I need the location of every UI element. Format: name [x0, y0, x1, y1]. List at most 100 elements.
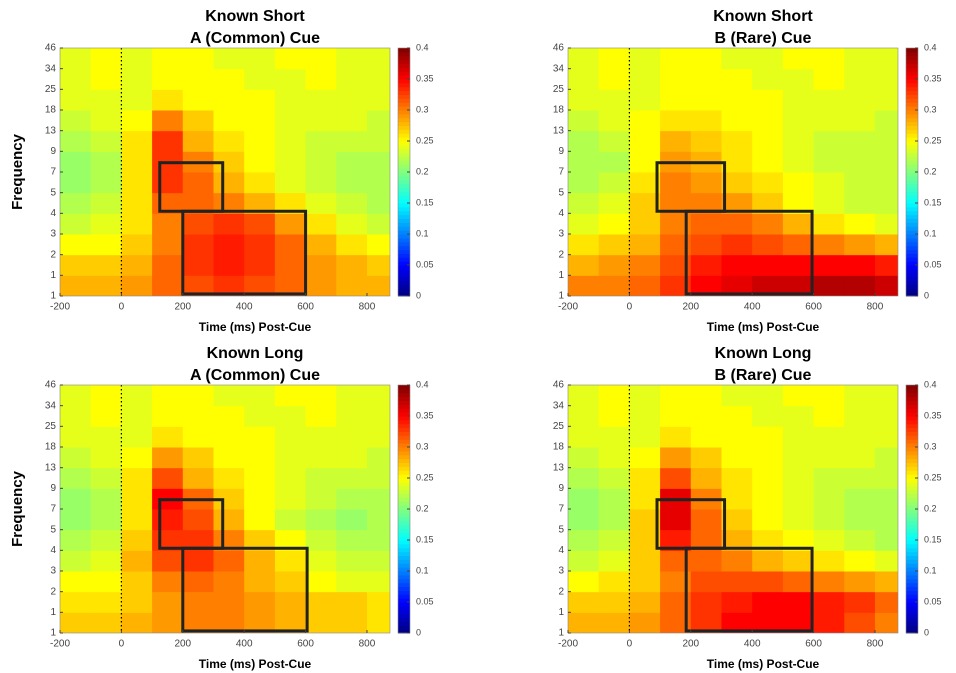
heatmap-cell	[152, 571, 184, 593]
colorbar-step	[398, 152, 410, 157]
heatmap-cells	[60, 48, 390, 296]
heatmap-cell	[274, 172, 307, 194]
colorbar-tick-label: 0.1	[416, 565, 429, 575]
heatmap-cell	[213, 213, 245, 235]
heatmap-cell	[598, 68, 630, 90]
heatmap-cell	[244, 385, 276, 407]
heatmap-cell	[121, 550, 153, 572]
y-tick-label: 4	[50, 545, 56, 556]
colorbar-step	[398, 431, 410, 436]
colorbar-step	[906, 419, 918, 425]
heatmap-cell	[813, 151, 845, 173]
colorbar-step	[398, 427, 410, 432]
colorbar-step	[398, 75, 410, 80]
heatmap-cell	[274, 254, 307, 276]
heatmap-cell	[366, 172, 390, 194]
heatmap-cell	[182, 213, 214, 235]
panel: -200 0 200 400 600 800112345791318253446Known…	[553, 8, 942, 334]
colorbar-step	[398, 594, 410, 599]
heatmap-cell	[874, 405, 898, 427]
y-tick-label: 2	[558, 586, 564, 597]
heatmap-cell	[60, 385, 92, 407]
heatmap-cell	[90, 488, 122, 510]
heatmap-cell	[336, 550, 368, 572]
heatmap-cell	[336, 591, 368, 613]
y-tick-label: 1	[558, 291, 564, 302]
heatmap-cell	[305, 426, 337, 448]
heatmap-cell	[874, 571, 898, 593]
heatmap-cell	[782, 426, 815, 448]
colorbar-step	[906, 152, 918, 157]
heatmap-cell	[629, 529, 661, 551]
heatmap-cell	[629, 192, 661, 214]
heatmap-cell	[121, 151, 153, 173]
heatmap-cell	[274, 385, 307, 407]
colorbar-step	[398, 524, 410, 529]
colorbar-step	[398, 555, 410, 560]
heatmap-cell	[244, 509, 276, 531]
y-tick-label: 7	[50, 504, 56, 515]
heatmap-cell	[60, 234, 92, 256]
heatmap-cell	[60, 68, 92, 90]
heatmap-cell	[568, 254, 600, 276]
heatmap-cell	[598, 89, 630, 111]
y-tick-label: 9	[558, 146, 564, 157]
colorbar-step	[906, 586, 918, 591]
colorbar-step	[398, 125, 410, 130]
colorbar-step	[906, 551, 918, 556]
heatmap-cell	[629, 68, 661, 90]
y-tick-label: 3	[50, 229, 56, 240]
heatmap-cell	[844, 467, 876, 489]
colorbar-step	[906, 400, 918, 405]
heatmap-cell	[874, 130, 898, 152]
heatmap-cell	[813, 89, 845, 111]
heatmap-cell	[721, 275, 753, 296]
heatmap-cell	[213, 385, 245, 407]
colorbar-step	[398, 98, 410, 103]
heatmap-cell	[336, 488, 368, 510]
colorbar-step	[906, 474, 918, 479]
heatmap-cell	[874, 591, 898, 613]
heatmap-cell	[721, 172, 753, 194]
heatmap-cell	[752, 254, 784, 276]
colorbar-step	[906, 559, 918, 564]
colorbar-step	[906, 578, 918, 584]
heatmap-cell	[336, 48, 368, 70]
colorbar-step	[906, 524, 918, 529]
colorbar-step	[906, 567, 918, 572]
heatmap-cell	[598, 213, 630, 235]
x-tick-label: 200	[174, 302, 191, 313]
x-tick-label: -200	[50, 639, 70, 650]
y-tick-label: 46	[45, 380, 57, 391]
heatmap-cell	[305, 254, 337, 276]
heatmap-cell	[121, 130, 153, 152]
heatmap-cell	[782, 612, 815, 633]
colorbar-step	[906, 144, 918, 150]
heatmap-cell	[598, 385, 630, 407]
heatmap-cell	[844, 591, 876, 613]
colorbar-step	[398, 183, 410, 188]
heatmap-cell	[60, 89, 92, 111]
heatmap-cell	[336, 89, 368, 111]
heatmap-cell	[182, 447, 214, 469]
heatmap-cell	[660, 447, 692, 469]
colorbar-step	[398, 148, 410, 154]
colorbar-step	[398, 462, 410, 467]
heatmap-cell	[782, 89, 815, 111]
heatmap-cell	[336, 509, 368, 531]
colorbar-step	[398, 133, 410, 138]
x-tick-label: 0	[627, 302, 633, 313]
panel-title: Known Long	[207, 345, 304, 362]
heatmap-cell	[844, 550, 876, 572]
colorbar-tick-label: 0.15	[416, 534, 434, 544]
heatmap-cell	[690, 591, 722, 613]
colorbar-step	[398, 466, 410, 471]
colorbar-step	[906, 59, 918, 64]
heatmap-cell	[660, 192, 692, 214]
heatmap-cell	[336, 612, 368, 633]
colorbar-step	[906, 292, 918, 297]
colorbar-step	[906, 520, 918, 525]
colorbar-step	[398, 408, 410, 413]
colorbar-step	[398, 509, 410, 514]
heatmap-cell	[629, 550, 661, 572]
